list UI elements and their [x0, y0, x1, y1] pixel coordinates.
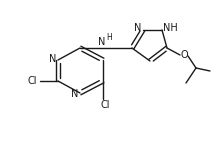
Text: Cl: Cl [100, 100, 110, 110]
Text: H: H [106, 33, 112, 42]
Text: Cl: Cl [27, 76, 37, 86]
Text: N: N [98, 37, 106, 47]
Text: N: N [134, 23, 142, 33]
Text: N: N [49, 54, 57, 64]
Text: N: N [71, 89, 79, 99]
Text: O: O [180, 50, 188, 60]
Text: NH: NH [163, 23, 177, 33]
